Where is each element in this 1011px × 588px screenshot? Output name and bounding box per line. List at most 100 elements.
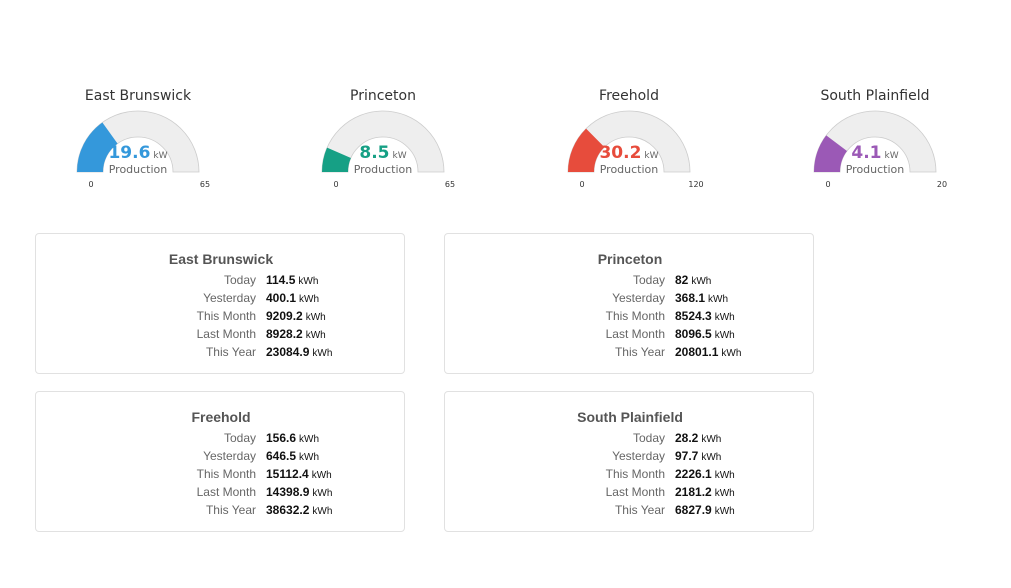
stat-value: 15112.4 xyxy=(266,467,309,481)
stats-list: Today 82 kWh Yesterday 368.1 kWh This Month 852… xyxy=(445,271,815,361)
stat-value: 114.5 xyxy=(266,273,296,287)
stat-value: 97.7 xyxy=(675,449,699,463)
gauge-unit: kW xyxy=(644,151,659,161)
gauge-fill xyxy=(77,122,118,172)
stat-unit: kWh xyxy=(714,330,735,341)
gauge-label: Production xyxy=(108,163,168,176)
gauge-south-plainfield: South Plainfield 4.1 kW Production 0 20 xyxy=(775,88,975,198)
gauge-fill xyxy=(322,147,351,172)
stat-row: Last Month 14398.9 kWh xyxy=(36,483,406,501)
stat-row: Today 156.6 kWh xyxy=(36,429,406,447)
stat-row: Yesterday 368.1 kWh xyxy=(445,289,815,307)
stat-value: 8928.2 xyxy=(266,327,303,341)
stat-row: Last Month 2181.2 kWh xyxy=(445,483,815,501)
stat-label: This Year xyxy=(205,345,256,359)
stat-label: Yesterday xyxy=(612,449,665,463)
stat-unit: kWh xyxy=(701,452,722,463)
stat-label: This Month xyxy=(605,309,665,323)
stat-row: Today 28.2 kWh xyxy=(445,429,815,447)
gauge-dial xyxy=(76,110,200,173)
gauge-title: Princeton xyxy=(350,88,416,104)
stat-value: 9209.2 xyxy=(266,309,303,323)
stats-card-east-brunswick: East Brunswick Today 114.5 kWh Yesterday 400… xyxy=(35,233,405,374)
gauge-title: Freehold xyxy=(599,88,659,104)
stat-label: Today xyxy=(632,273,665,287)
stats-card-freehold: Freehold Today 156.6 kWh Yesterday 646.5 kWh T… xyxy=(35,391,405,532)
stat-unit: kWh xyxy=(714,470,735,481)
stat-unit: kWh xyxy=(305,312,326,323)
gauge-freehold: Freehold 30.2 kW Production 0 120 xyxy=(529,88,729,198)
gauge-track xyxy=(321,110,445,173)
stat-unit: kWh xyxy=(311,470,332,481)
stat-label: This Month xyxy=(196,467,256,481)
stats-list: Today 28.2 kWh Yesterday 97.7 kWh This Month 22… xyxy=(445,429,815,519)
stat-value: 28.2 xyxy=(675,431,699,445)
gauge-unit: kW xyxy=(392,151,407,161)
stat-label: This Year xyxy=(205,503,256,517)
gauge-label: Production xyxy=(599,163,659,176)
stat-label: Today xyxy=(223,431,256,445)
stat-unit: kWh xyxy=(299,294,320,305)
gauge-unit: kW xyxy=(884,151,899,161)
stat-row: Today 82 kWh xyxy=(445,271,815,289)
gauge-title: East Brunswick xyxy=(84,88,192,104)
gauge-max: 65 xyxy=(444,180,456,189)
stat-row: This Month 8524.3 kWh xyxy=(445,307,815,325)
stat-label: Today xyxy=(223,273,256,287)
stat-unit: kWh xyxy=(714,312,735,323)
stat-unit: kWh xyxy=(299,434,320,445)
stat-value: 38632.2 xyxy=(266,503,310,517)
stat-label: This Month xyxy=(605,467,665,481)
stat-value: 8096.5 xyxy=(675,327,712,341)
stat-label: Last Month xyxy=(196,327,256,341)
stat-unit: kWh xyxy=(312,348,333,359)
stat-row: This Year 38632.2 kWh xyxy=(36,501,406,519)
stat-unit: kWh xyxy=(708,294,729,305)
card-title: Princeton xyxy=(597,251,663,267)
stat-unit: kWh xyxy=(721,348,742,359)
stat-row: This Year 6827.9 kWh xyxy=(445,501,815,519)
stat-unit: kWh xyxy=(701,434,722,445)
stat-value: 2181.2 xyxy=(675,485,712,499)
stat-unit: kWh xyxy=(305,330,326,341)
stats-card-south-plainfield: South Plainfield Today 28.2 kWh Yesterday 97… xyxy=(444,391,814,532)
gauge-dial xyxy=(321,110,445,173)
gauge-fill xyxy=(568,128,605,172)
stat-unit: kWh xyxy=(714,488,735,499)
gauge-min: 0 xyxy=(88,180,94,189)
gauge-track xyxy=(567,110,691,173)
stat-row: Today 114.5 kWh xyxy=(36,271,406,289)
stat-label: This Month xyxy=(196,309,256,323)
gauge-value: 4.1 xyxy=(851,143,882,163)
stat-value: 20801.1 xyxy=(675,345,719,359)
gauge-min: 0 xyxy=(825,180,831,189)
stat-value: 646.5 xyxy=(266,449,297,463)
stat-row: Last Month 8096.5 kWh xyxy=(445,325,815,343)
gauge-value: 19.6 xyxy=(108,143,151,163)
stat-label: This Year xyxy=(614,503,665,517)
stat-value: 368.1 xyxy=(675,291,706,305)
stat-row: This Year 23084.9 kWh xyxy=(36,343,406,361)
card-title: Freehold xyxy=(191,409,251,425)
stat-row: Yesterday 400.1 kWh xyxy=(36,289,406,307)
gauge-min: 0 xyxy=(333,180,339,189)
stat-label: Yesterday xyxy=(612,291,665,305)
stat-row: This Month 15112.4 kWh xyxy=(36,465,406,483)
stat-unit: kWh xyxy=(299,452,320,463)
stat-value: 156.6 xyxy=(266,431,297,445)
stat-row: This Year 20801.1 kWh xyxy=(445,343,815,361)
stat-row: Last Month 8928.2 kWh xyxy=(36,325,406,343)
stat-label: Last Month xyxy=(605,485,665,499)
gauge-max: 120 xyxy=(688,180,704,189)
gauge-dial xyxy=(813,110,937,173)
gauge-dial xyxy=(567,110,691,173)
stat-label: This Year xyxy=(614,345,665,359)
stat-value: 6827.9 xyxy=(675,503,712,517)
stat-value: 14398.9 xyxy=(266,485,310,499)
stat-unit: kWh xyxy=(691,276,712,287)
stat-value: 23084.9 xyxy=(266,345,310,359)
gauge-fill xyxy=(814,135,848,172)
stat-label: Yesterday xyxy=(203,449,256,463)
gauge-value: 30.2 xyxy=(599,143,642,163)
stat-label: Yesterday xyxy=(203,291,256,305)
